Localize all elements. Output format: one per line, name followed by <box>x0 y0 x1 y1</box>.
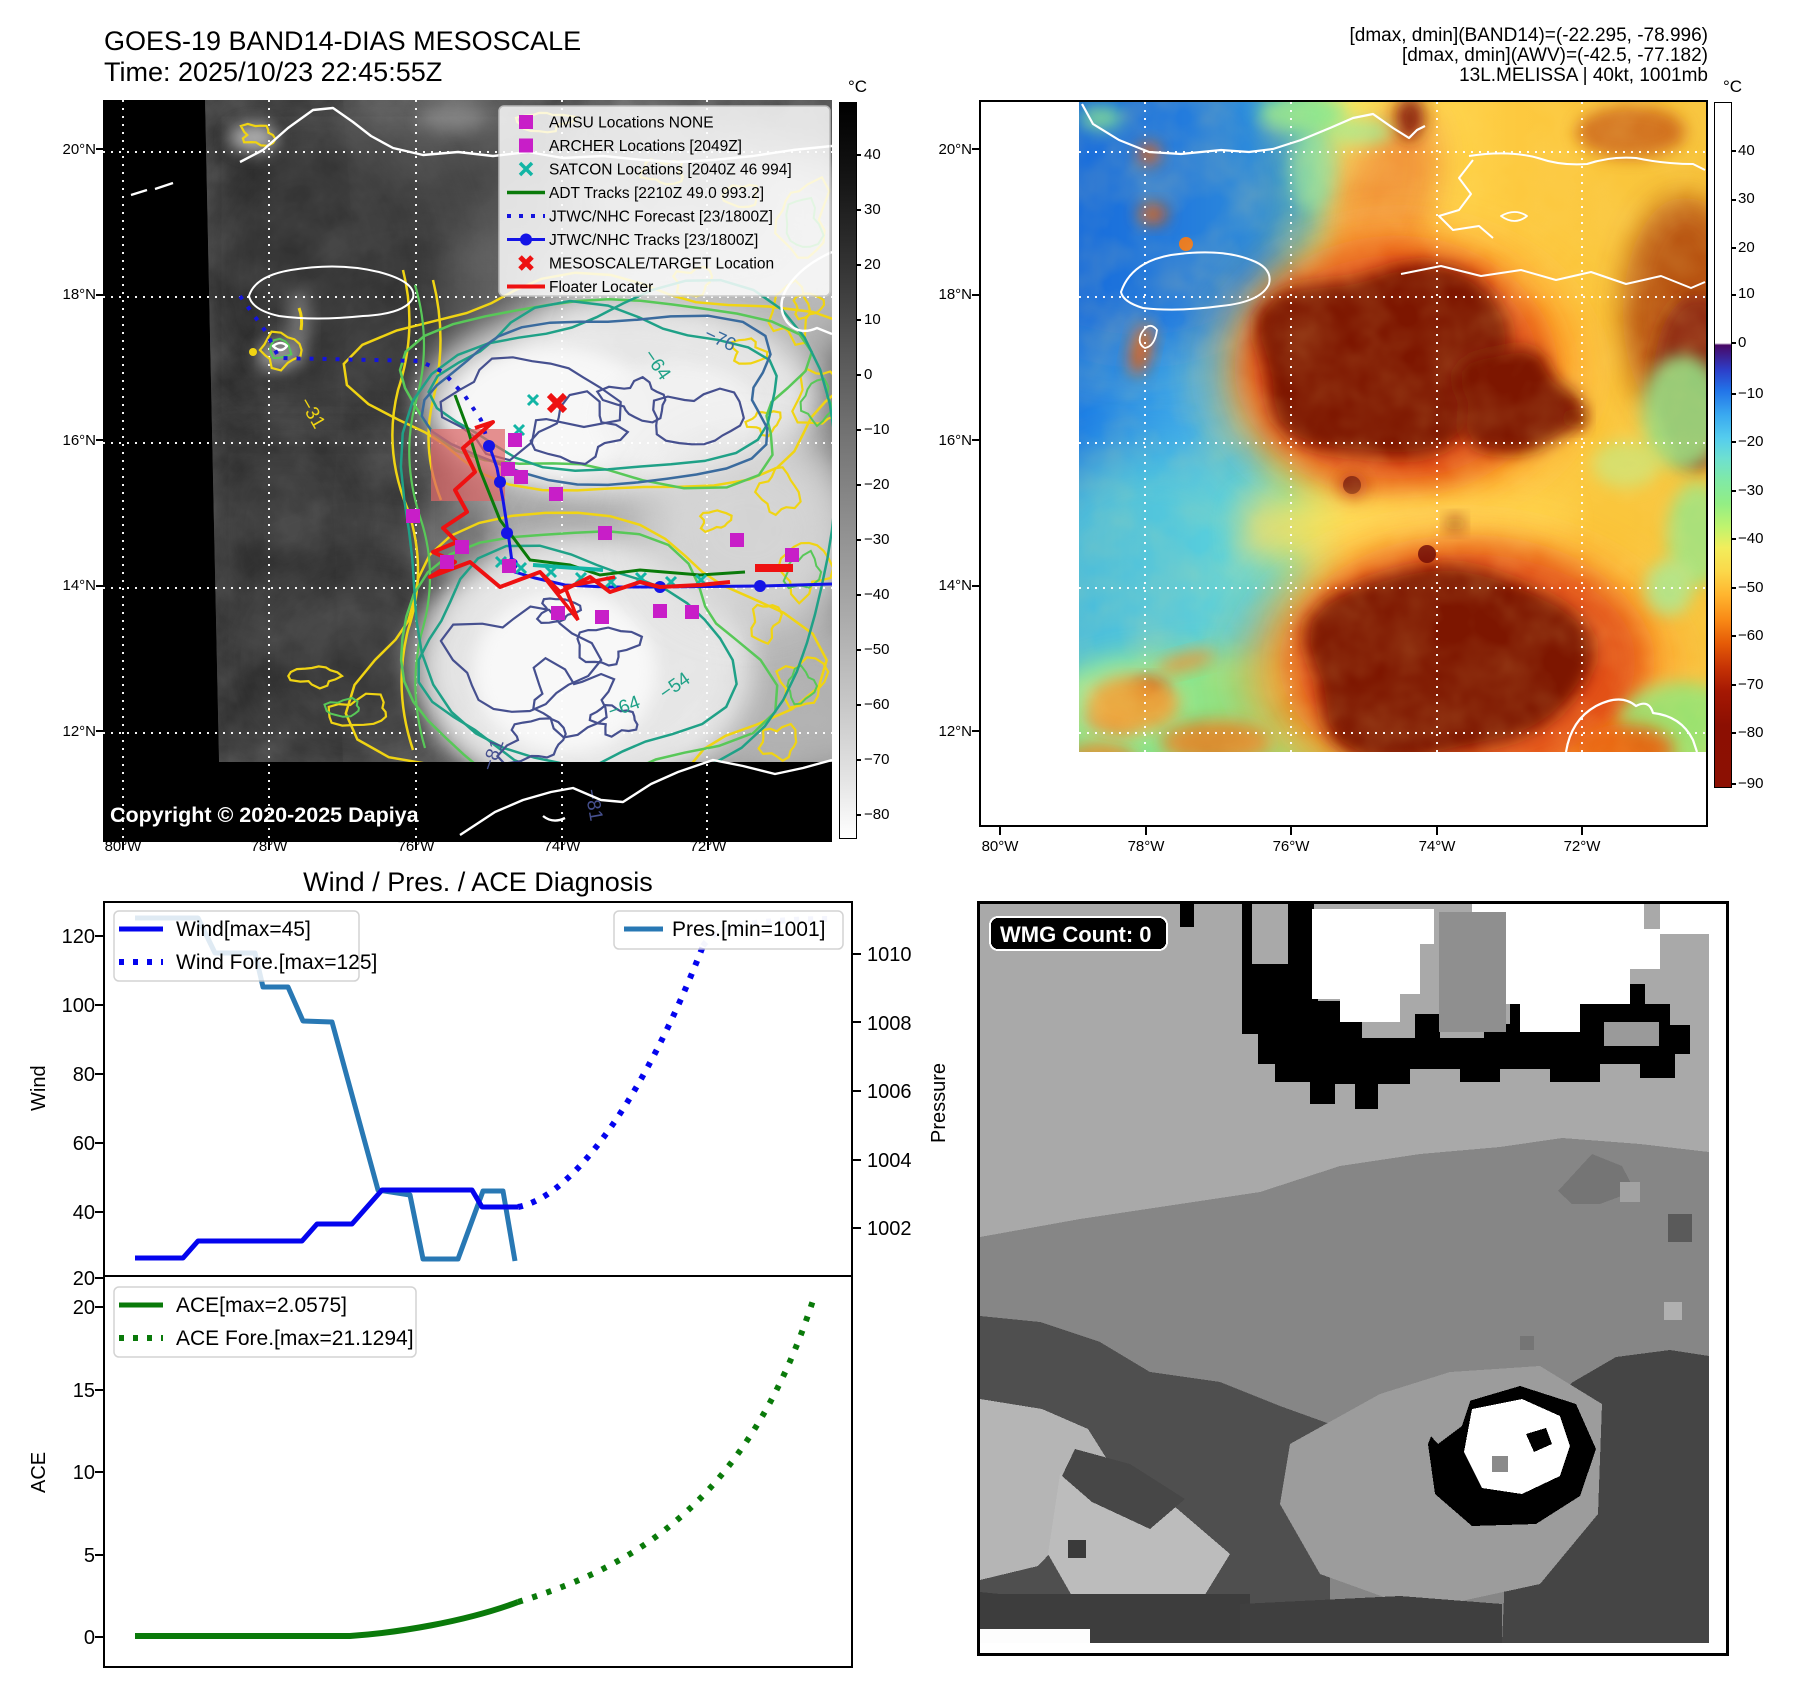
svg-text:Floater Locater: Floater Locater <box>549 279 653 296</box>
svg-text:ACE[max=2.0575]: ACE[max=2.0575] <box>176 1294 347 1317</box>
svg-text:MESOSCALE/TARGET Location: MESOSCALE/TARGET Location <box>549 256 774 273</box>
svg-text:WMG Count: 0: WMG Count: 0 <box>1000 922 1152 947</box>
svg-text:Pres.[min=1001]: Pres.[min=1001] <box>672 918 826 941</box>
svg-text:ACE Fore.[max=21.1294]: ACE Fore.[max=21.1294] <box>176 1327 414 1350</box>
svg-text:JTWC/NHC Tracks [23/1800Z]: JTWC/NHC Tracks [23/1800Z] <box>549 232 758 249</box>
svg-text:JTWC/NHC Forecast [23/1800Z]: JTWC/NHC Forecast [23/1800Z] <box>549 209 773 226</box>
svg-text:AMSU Locations NONE: AMSU Locations NONE <box>549 115 714 132</box>
svg-text:Wind Fore.[max=125]: Wind Fore.[max=125] <box>176 951 377 974</box>
svg-text:ADT Tracks [2210Z 49.0 993.2]: ADT Tracks [2210Z 49.0 993.2] <box>549 185 764 202</box>
svg-text:ARCHER Locations [2049Z]: ARCHER Locations [2049Z] <box>549 138 742 155</box>
svg-text:Wind[max=45]: Wind[max=45] <box>176 918 311 941</box>
svg-text:Copyright © 2020-2025 Dapiya: Copyright © 2020-2025 Dapiya <box>110 803 420 827</box>
svg-text:SATCON Locations [2040Z 46 994: SATCON Locations [2040Z 46 994] <box>549 162 792 179</box>
